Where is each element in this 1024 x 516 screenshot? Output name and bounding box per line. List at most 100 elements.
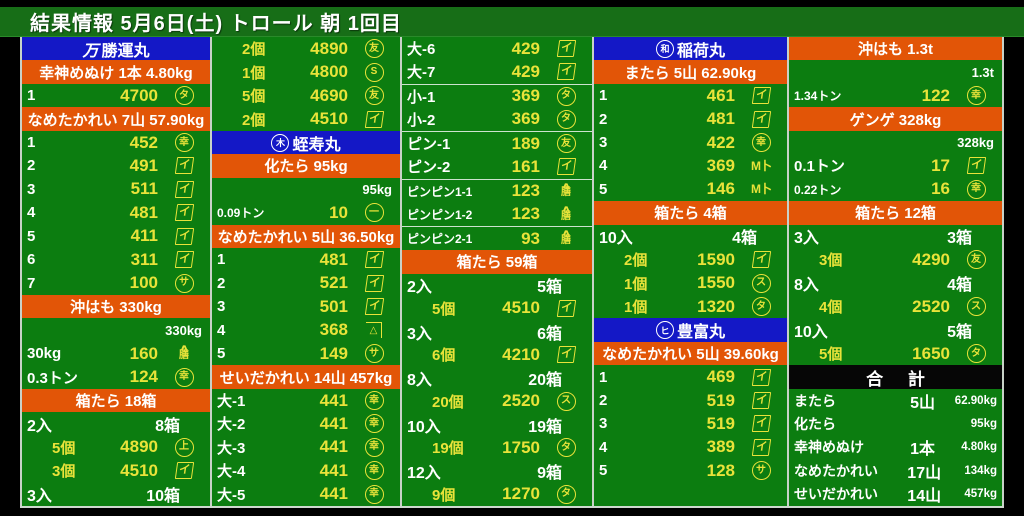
bid-price: 441 [319,460,348,480]
buyer-mark-cell: イ [540,158,592,176]
bid-price: 461 [706,85,735,105]
bid-label: ピン-2 [407,159,451,177]
bid-price: 1590 [697,249,735,269]
bid-row: 1 469 イ [594,365,787,388]
box-bid-row: 6個 4210 イ [402,343,592,366]
buyer-mark-icon: イ [751,415,771,433]
pack-size-label: 10入 [599,230,633,248]
bid-row: 3 501 イ [212,295,400,318]
bid-row: 2 481 イ [594,107,787,130]
bid-price: 389 [706,437,735,457]
bid-row: ピン-1 189 友 [402,131,592,155]
buyer-mark-icon: イ [966,157,986,175]
total-row: せいだかれい 14山 457kg [789,483,1002,506]
weight-note: 1.3t [971,64,994,80]
bid-row: 小-2 369 タ [402,108,592,131]
buyer-mark-cell: 幸 [158,133,210,153]
bid-price: 422 [706,132,735,152]
bid-price: 4210 [502,344,540,364]
bid-row: ピンピン1-1 123 ∧ 膳 [402,178,592,203]
buyer-mark-icon: イ [174,462,194,480]
buyer-mark-cell: イ [348,251,400,269]
lot-header-row: せいだかれい 14山 457kg [212,365,400,389]
bid-price: 441 [319,390,348,410]
species-name: またら [794,392,836,409]
bid-label: 0.1トン [794,158,845,176]
bid-label: 5個 [52,439,76,457]
box-bid-row: 2個 4890 友 [212,37,400,60]
box-count-row: 2入 5箱 [402,274,592,297]
bid-price: 519 [706,413,735,433]
buyer-mark-icon: イ [556,40,576,58]
buyer-mark-cell: イ [158,462,210,480]
buyer-mark-cell: イ [735,87,787,105]
buyer-mark-cell: ∧ 膳 [540,181,592,198]
bid-price: 369 [706,155,735,175]
box-count: 10箱 [146,488,180,506]
box-bid-row: 3個 4510 イ [22,459,210,482]
bid-price: 161 [511,156,540,176]
board-column-5: 沖はも 1.3t 1.3t 1.34トン 122 幸ゲンゲ 328kg 328kg 0.1ト… [787,37,1004,506]
ship-mark-icon: 木 [271,133,290,152]
buyer-mark-icon: イ [364,274,384,292]
buyer-mark-icon: イ [751,392,771,410]
bid-label: ピンピン1-2 [407,207,473,222]
lot-label: なめたかれい 5山 36.50kg [217,228,395,246]
bid-label: 0.3トン [27,369,78,387]
board-column-2: 2個 4890 友 1個 4800 S 5個 4690 友 2個 4510 イ木蛭寿丸 化たら 95kg… [210,37,400,506]
bid-row: 7 100 サ [22,272,210,295]
buyer-mark-icon: ス [751,273,771,293]
buyer-mark-icon: イ [556,158,576,176]
weight-note-row: 1.3t [789,60,1002,83]
box-bid-row: 9個 1270 タ [402,483,592,506]
total-row: またら 5山 62.90kg [789,389,1002,412]
bid-price: 411 [130,226,158,246]
pack-size-label: 8入 [407,372,432,390]
bid-price: 1750 [502,437,540,457]
bid-label: 2個 [242,111,266,129]
bid-price: 429 [511,38,540,58]
buyer-mark-icon: 一 [364,203,384,223]
buyer-mark-icon: タ [556,438,576,458]
buyer-mark-icon: タ [556,484,576,504]
bid-row: 5 128 サ [594,459,787,482]
bid-row: 0.3トン 124 幸 [22,365,210,388]
weight-note: 330kg [165,322,202,338]
species-name: 幸神めぬけ [794,439,864,456]
lot-label: 沖はも 330kg [70,299,162,317]
bid-row: 6 311 イ [22,248,210,271]
board-column-1: 万勝運丸 幸神めぬけ 1本 4.80kg 1 4700 タなめたかれい 7山 57.90… [20,37,210,506]
mark-char: 膳 [179,349,189,361]
bid-row: 大-3 441 幸 [212,436,400,459]
bid-row: 2 519 イ [594,389,787,412]
buyer-mark-icon: サ [751,461,771,481]
lot-header-row: 沖はも 330kg [22,294,210,319]
buyer-mark-icon: ∧ 膳 [561,204,571,221]
buyer-mark-cell: イ [540,346,592,364]
buyer-mark-icon: 友 [364,39,384,59]
buyer-mark-cell: イ [158,204,210,222]
bid-label: 大-7 [407,64,436,82]
ship-header-row: 木蛭寿丸 [212,130,400,155]
bid-label: 2 [217,274,226,292]
bid-row: 1 481 イ [212,248,400,271]
bid-row: 1 4700 タ [22,84,210,107]
bid-row: 2 491 イ [22,154,210,177]
buyer-mark-cell: 友 [950,250,1002,270]
bid-row: 大-6 429 イ [402,37,592,60]
box-count: 4箱 [732,230,757,248]
bid-row: 4 369 M卜 [594,154,787,177]
ship-name: 豊富丸 [676,324,725,342]
pack-size-label: 3入 [27,488,52,506]
box-bid-row: 5個 4890 上 [22,436,210,459]
ship-header-row: 和稲荷丸 [594,37,787,61]
buyer-mark-cell: タ [540,438,592,458]
bid-label: 4 [217,321,226,339]
box-count: 9箱 [537,465,562,483]
bid-price: 368 [319,320,348,340]
buyer-mark-cell: サ [348,344,400,364]
buyer-mark-cell: イ [735,392,787,410]
buyer-mark-cell: タ [950,344,1002,364]
bid-price: 2520 [912,296,950,316]
bid-label: 小-1 [407,88,436,106]
